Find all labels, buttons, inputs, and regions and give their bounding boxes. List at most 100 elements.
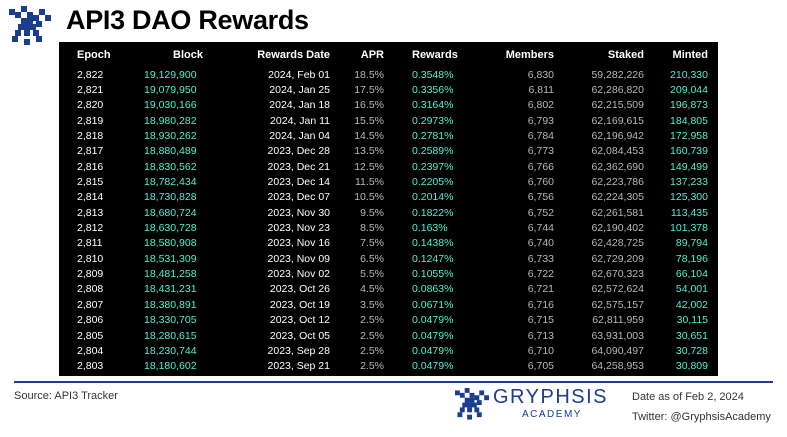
- cell-rewards-date: 2023, Nov 09: [267, 252, 330, 265]
- cell-rewards-date: 2023, Dec 14: [267, 176, 330, 189]
- cell-release-date: 2024, Oct 26: [749, 283, 787, 296]
- cell-rewards: 0.3548%: [412, 68, 454, 81]
- cell-rewards: 0.2397%: [412, 160, 454, 173]
- cell-rewards: 0.0479%: [412, 344, 454, 357]
- gryphon-pixel-logo-icon: [9, 6, 51, 45]
- cell-members: 6,756: [527, 191, 554, 204]
- cell-rewards: 0.0863%: [412, 283, 454, 296]
- cell-release-date: 2024, Nov 09: [747, 252, 787, 265]
- cell-members: 6,716: [527, 298, 554, 311]
- cell-members: 6,740: [527, 237, 554, 250]
- cell-minted: 30,651: [675, 329, 708, 342]
- cell-apr: 2.5%: [360, 360, 384, 373]
- cell-minted: 209,044: [670, 84, 708, 97]
- cell-staked: 62,224,305: [591, 191, 644, 204]
- cell-apr: 7.5%: [360, 237, 384, 250]
- cell-members: 6,710: [527, 344, 554, 357]
- cell-minted: 78,196: [675, 252, 708, 265]
- cell-block: 18,930,262: [144, 130, 197, 143]
- table-header-row: Epoch Block Rewards Date APR Rewards Mem…: [59, 42, 787, 67]
- cell-block: 18,431,231: [144, 283, 197, 296]
- cell-minted: 54,001: [675, 283, 708, 296]
- cell-minted: 125,300: [670, 191, 708, 204]
- cell-staked: 62,362,690: [591, 160, 644, 173]
- cell-apr: 3.5%: [360, 298, 384, 311]
- cell-members: 6,705: [527, 360, 554, 373]
- cell-block: 18,531,309: [144, 252, 197, 265]
- cell-rewards: 0.2589%: [412, 145, 454, 158]
- cell-apr: 12.5%: [354, 160, 384, 173]
- cell-block: 18,280,615: [144, 329, 197, 342]
- cell-rewards-date: 2023, Nov 16: [267, 237, 330, 250]
- cell-minted: 89,794: [675, 237, 708, 250]
- cell-apr: 11.5%: [355, 176, 384, 189]
- column-header-apr: APR: [360, 48, 384, 61]
- cell-epoch: 2,813: [77, 206, 104, 219]
- page-title: API3 DAO Rewards: [66, 5, 309, 35]
- column-header-minted: Minted: [672, 48, 708, 61]
- cell-release-date: 2024, Nov 02: [747, 268, 787, 281]
- cell-members: 6,752: [527, 206, 554, 219]
- table-row: 2,806 18,330,705 2023, Oct 12 2.5% 0.0479% 6,…: [59, 313, 787, 328]
- cell-release-date: 2024, Sep 21: [747, 360, 787, 373]
- table-row: 2,815 18,782,434 2023, Dec 14 11.5% 0.2205% 6…: [59, 174, 787, 189]
- cell-release-date: 2024, Oct 19: [749, 298, 787, 311]
- cell-rewards: 0.163%: [412, 222, 448, 235]
- cell-epoch: 2,811: [77, 237, 103, 250]
- cell-rewards: 0.1247%: [412, 252, 454, 265]
- cell-apr: 5.5%: [360, 268, 384, 281]
- cell-rewards-date: 2024, Jan 04: [269, 130, 330, 143]
- cell-rewards: 0.0671%: [412, 298, 454, 311]
- cell-staked: 63,931,003: [591, 329, 644, 342]
- table-row: 2,813 18,680,724 2023, Nov 30 9.5% 0.1822% 6,…: [59, 205, 787, 220]
- column-header-rewards-date: Rewards Date: [257, 48, 330, 61]
- cell-rewards: 0.3356%: [412, 84, 454, 97]
- cell-epoch: 2,820: [77, 99, 104, 112]
- table-body: 2,822 19,129,900 2024, Feb 01 18.5% 0.3548% 6…: [59, 67, 787, 374]
- cell-apr: 2.5%: [360, 329, 384, 342]
- table-row: 2,821 19,079,950 2024, Jan 25 17.5% 0.3356% 6…: [59, 82, 787, 97]
- table-row: 2,818 18,930,262 2024, Jan 04 14.5% 0.2781% 6…: [59, 128, 787, 143]
- cell-staked: 62,670,323: [591, 268, 644, 281]
- cell-rewards-date: 2023, Nov 23: [267, 222, 330, 235]
- cell-staked: 62,261,581: [591, 206, 644, 219]
- cell-minted: 66,104: [675, 268, 708, 281]
- cell-epoch: 2,815: [77, 176, 104, 189]
- cell-release-date: 2024, Nov 30: [747, 206, 787, 219]
- column-header-members: Members: [505, 48, 554, 61]
- cell-block: 18,330,705: [144, 314, 197, 327]
- cell-release-date: 2024, Dec 07: [747, 191, 787, 204]
- cell-epoch: 2,810: [77, 252, 104, 265]
- cell-release-date: 2024, Dec 28: [747, 145, 787, 158]
- cell-release-date: 2025, Jan 04: [749, 130, 787, 143]
- cell-rewards-date: 2023, Sep 28: [267, 344, 330, 357]
- table-row: 2,811 18,580,908 2023, Nov 16 7.5% 0.1438% 6,…: [59, 236, 787, 251]
- cell-staked: 62,223,786: [591, 176, 644, 189]
- cell-epoch: 2,816: [77, 160, 104, 173]
- cell-members: 6,721: [527, 283, 554, 296]
- brand-subtitle: ACADEMY: [522, 409, 582, 420]
- cell-rewards-date: 2024, Feb 01: [268, 68, 330, 81]
- table-row: 2,814 18,730,828 2023, Dec 07 10.5% 0.2014% 6…: [59, 190, 787, 205]
- column-header-release-date: Release Date: [741, 48, 787, 61]
- cell-block: 19,079,950: [144, 84, 197, 97]
- cell-release-date: 2024, Sep 28: [747, 344, 787, 357]
- cell-apr: 2.5%: [360, 314, 384, 327]
- cell-minted: 30,809: [675, 360, 708, 373]
- cell-rewards: 0.1055%: [412, 268, 454, 281]
- cell-rewards-date: 2024, Jan 25: [269, 84, 330, 97]
- cell-rewards: 0.2205%: [412, 176, 454, 189]
- cell-rewards-date: 2023, Dec 07: [267, 191, 330, 204]
- cell-rewards: 0.2973%: [412, 114, 454, 127]
- cell-members: 6,760: [527, 176, 554, 189]
- cell-staked: 62,729,209: [591, 252, 644, 265]
- column-header-rewards: Rewards: [412, 48, 458, 61]
- table-row: 2,819 18,980,282 2024, Jan 11 15.5% 0.2973% 6…: [59, 113, 787, 128]
- cell-members: 6,802: [527, 99, 554, 112]
- table-row: 2,807 18,380,891 2023, Oct 19 3.5% 0.0671% 6,…: [59, 297, 787, 312]
- cell-minted: 172,958: [670, 130, 708, 143]
- table-row: 2,808 18,431,231 2023, Oct 26 4.5% 0.0863% 6,…: [59, 282, 787, 297]
- cell-minted: 30,115: [676, 314, 708, 327]
- cell-block: 18,230,744: [144, 344, 197, 357]
- cell-minted: 137,233: [670, 176, 708, 189]
